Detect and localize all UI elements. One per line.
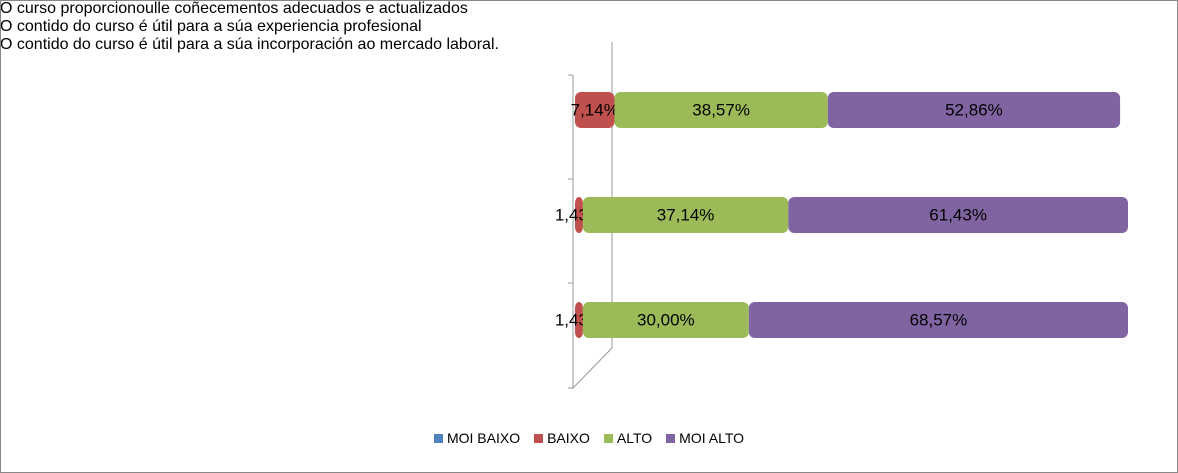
category-label: O curso proporcionoulle coñecementos ade… (0, 0, 468, 17)
legend-swatch (603, 434, 613, 443)
legend-swatch (534, 434, 544, 443)
data-label: 52,86% (945, 100, 1003, 119)
data-label: 68,57% (910, 310, 968, 329)
data-label: 37,14% (657, 205, 715, 224)
legend-item: ALTO (603, 430, 653, 446)
bar-segment (575, 92, 615, 128)
legend-label: MOI ALTO (679, 430, 745, 446)
axis-wall (572, 42, 613, 390)
bar-segment (748, 302, 1128, 338)
category-label: O contido do curso é útil para a súa exp… (0, 18, 422, 35)
bar-segment (582, 302, 749, 338)
legend-label: MOI BAIXO (446, 430, 521, 446)
bar-segment (582, 197, 789, 233)
data-label: 7,14% (571, 100, 619, 119)
bar-segment (827, 92, 1121, 128)
legend-swatch (433, 434, 443, 443)
data-label: 30,00% (637, 310, 695, 329)
legend-item: MOI BAIXO (433, 430, 521, 446)
data-label: 38,57% (692, 100, 750, 119)
legend-item: MOI ALTO (666, 430, 744, 446)
legend-label: BAIXO (547, 430, 590, 446)
legend-label: ALTO (616, 430, 653, 446)
bar-segment (575, 302, 583, 338)
category-label: O contido do curso é útil para a súa inc… (0, 36, 499, 53)
bar-segment (575, 197, 583, 233)
legend-item: BAIXO (534, 430, 590, 446)
data-label: 61,43% (929, 205, 987, 224)
bar-segment (788, 197, 1128, 233)
legend: MOI BAIXO BAIXO ALTO MOI ALTO (0, 430, 1178, 446)
legend-swatch (666, 434, 676, 443)
bar-segment (614, 92, 828, 128)
